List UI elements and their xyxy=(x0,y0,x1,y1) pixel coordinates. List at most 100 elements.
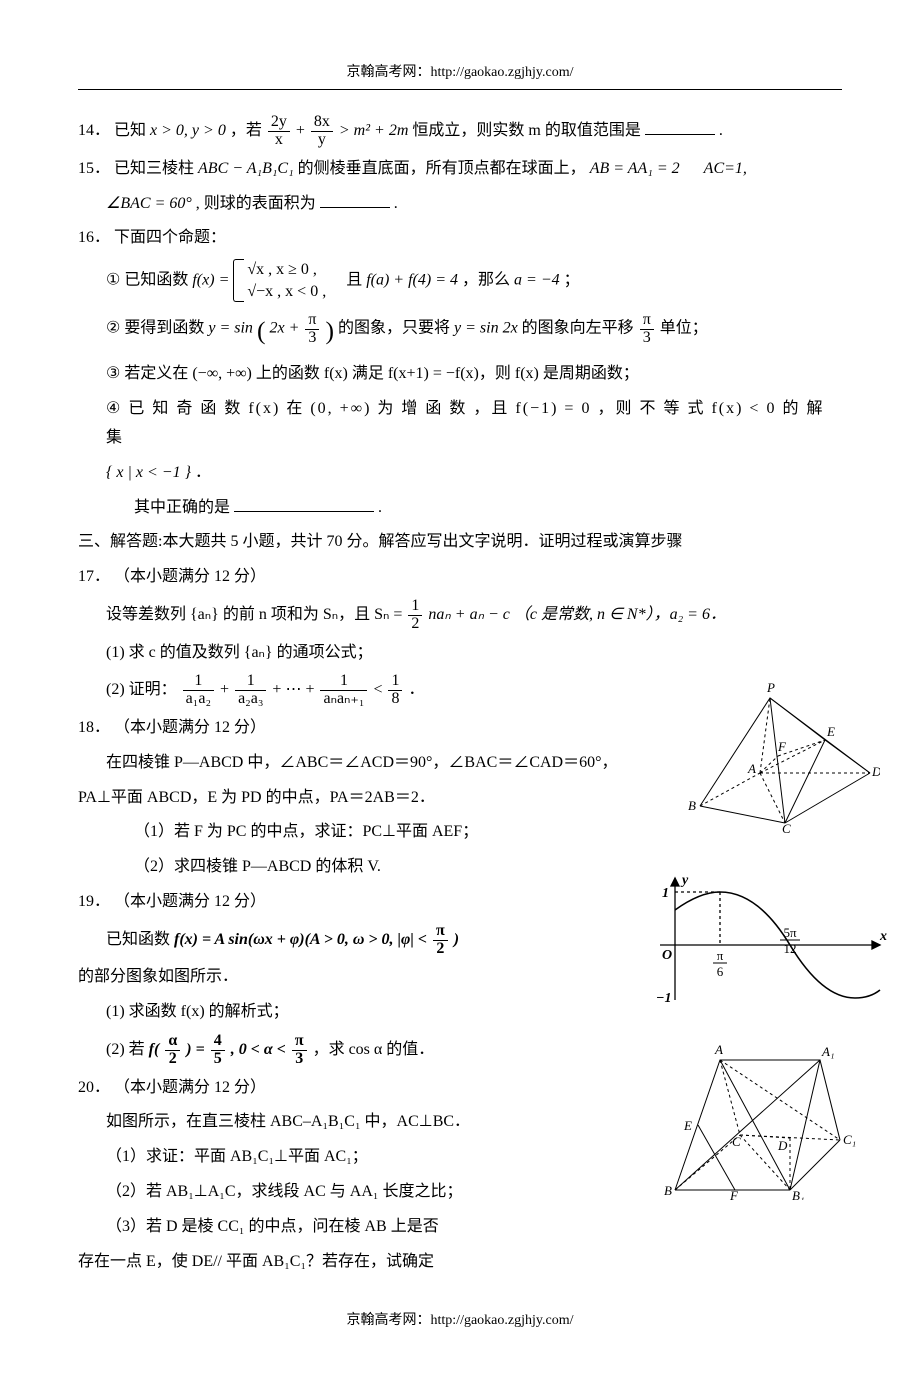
q19sa: 已知函数 xyxy=(106,931,174,948)
sine-t1n: π xyxy=(717,948,724,963)
q15-ab: AB = AA₁ = 2 xyxy=(590,160,680,177)
rparen-icon: ) xyxy=(325,316,334,345)
footer-text: 京翰高考网：http://gaokao.zgjhjy.com/ xyxy=(347,1313,574,1328)
pyramid-label-A: A xyxy=(747,761,756,776)
section3-title: 三、解答题:本大题共 5 小题，共计 70 分。解答应写出文字说明．证明过程或演… xyxy=(78,528,842,557)
q17plus1: + xyxy=(220,681,233,698)
q19l2: 的部分图象如图所示． xyxy=(78,968,238,985)
pyramid-label-B: B xyxy=(688,798,696,813)
prism-D: D xyxy=(777,1138,788,1153)
q18p1: （1）若 F 为 PC 的中点，求证：PC⊥平面 AEF； xyxy=(134,823,478,840)
q19p2b: ，求 cos α 的值． xyxy=(313,1041,435,1058)
q16-p1-c: ，那么 xyxy=(462,271,514,288)
q16-cases: √x , x ≥ 0 , √−x , x < 0 , xyxy=(233,259,326,302)
q17f2n: 1 xyxy=(235,673,266,691)
sec3-text: 三、解答题:本大题共 5 小题，共计 70 分。解答应写出文字说明．证明过程或演… xyxy=(78,533,682,550)
prism-A: A xyxy=(714,1042,723,1057)
q17bn: 1 xyxy=(388,673,402,691)
q19vn: 4 xyxy=(211,1033,225,1051)
sine-label-x: x xyxy=(879,929,887,944)
sine-label-O: O xyxy=(662,948,672,963)
q17-fk: 1aₙaₙ₊₁ xyxy=(318,673,369,708)
q17f1n: 1 xyxy=(183,673,214,691)
q15-a: 已知三棱柱 xyxy=(114,160,198,177)
q16-p4: ④ 已 知 奇 函 数 f(x) 在 (0, +∞) 为 增 函 数 ，且 f(… xyxy=(78,395,842,453)
q16-p3-a: 若定义在 (−∞, +∞) 上的函数 f(x) 满足 f(x+1) = −f(x… xyxy=(124,365,639,382)
q17-p2a: (2) 证明： xyxy=(106,681,177,698)
page-header: 京翰高考网：http://gaokao.zgjhjy.com/ xyxy=(78,60,842,85)
q16-case1: √x , x ≥ 0 , xyxy=(247,259,326,281)
q19fhc: ) = xyxy=(186,1041,208,1058)
sine-label-y: y xyxy=(680,873,689,888)
page: 京翰高考网：http://gaokao.zgjhjy.com/ 14． 已知 x… xyxy=(0,0,920,1374)
q16-p1-b: 且 xyxy=(330,271,366,288)
q16-p2-frac2-n: π xyxy=(640,312,654,330)
q19pd: 2 xyxy=(433,941,448,958)
pyramid-label-C: C xyxy=(782,821,791,833)
q16-p1-d: ； xyxy=(564,271,580,288)
q19cond: , 0 < α < xyxy=(231,1041,290,1058)
q15-prism: ABC − A₁B₁C₁ xyxy=(198,160,294,177)
q14-b: ，若 xyxy=(230,122,266,139)
q20stem: 如图所示，在直三棱柱 ABC–A₁B₁C₁ 中，AC⊥BC． xyxy=(106,1113,470,1130)
sine-t2n: 5π xyxy=(783,925,797,940)
figure-prism: A A₁ B B₁ C C₁ D E F xyxy=(650,1040,860,1200)
q14: 14． 已知 x > 0, y > 0 ，若 2yx + 8xy > m² + … xyxy=(78,114,842,149)
q18stem: 在四棱锥 P—ABCD 中，∠ABC＝∠ACD＝90°，∠BAC＝∠CAD＝60… xyxy=(106,754,618,771)
q15-b: 的侧棱垂直底面，所有顶点都在球面上， xyxy=(298,160,586,177)
q15-angle: ∠BAC = 60° xyxy=(106,195,192,212)
q14-blank xyxy=(645,118,715,135)
q16-p4-a: 已 知 奇 函 数 f(x) 在 (0, +∞) 为 增 函 数 ，且 f(−1… xyxy=(106,400,824,446)
q14-num: 14． xyxy=(78,122,110,139)
q17-sb: naₙ + aₙ − c （c 是常数, n ∈ N*），a₂ = 6． xyxy=(428,606,726,623)
q19bd: 3 xyxy=(292,1051,307,1068)
q16-case2: √−x , x < 0 , xyxy=(247,281,326,303)
q15-num: 15． xyxy=(78,160,110,177)
q17-fr-d: 2 xyxy=(408,616,422,633)
q17-bound: 18 xyxy=(386,673,404,708)
q16-p2-d: 单位； xyxy=(660,320,708,337)
lparen-icon: ( xyxy=(257,316,266,345)
q20-p3: （3）若 D 是棱 CC₁ 的中点，问在棱 AB 上是否 xyxy=(78,1213,842,1242)
q19-head: （本小题满分 12 分） xyxy=(114,893,266,910)
q16-num: 16． xyxy=(78,229,110,246)
page-footer: 京翰高考网：http://gaokao.zgjhjy.com/ xyxy=(78,1308,842,1333)
prism-B: B xyxy=(664,1183,672,1198)
q16-ans-label: 其中正确的是 xyxy=(134,499,230,516)
q18-head: （本小题满分 12 分） xyxy=(114,719,266,736)
q19-num: 19． xyxy=(78,893,110,910)
q20-num: 20． xyxy=(78,1079,110,1096)
q16-p2-g: y = sin 2x xyxy=(454,320,518,337)
q19-val: 45 xyxy=(209,1033,227,1068)
q19an: α xyxy=(165,1033,180,1051)
q17f2d: a₂a₃ xyxy=(235,691,266,708)
q17-p1-t: (1) 求 c 的值及数列 {aₙ} 的通项公式； xyxy=(106,644,373,661)
prism-A1: A₁ xyxy=(821,1044,834,1059)
q15-tail: . xyxy=(394,195,398,212)
sine-t1d: 6 xyxy=(717,964,724,979)
q17-p1: (1) 求 c 的值及数列 {aₙ} 的通项公式； xyxy=(78,639,842,668)
q19pn: π xyxy=(433,923,448,941)
pyramid-label-D: D xyxy=(871,764,880,779)
sine-label-neg1: −1 xyxy=(656,991,671,1006)
q17plus2: + ⋯ + xyxy=(272,681,318,698)
q20-l2: 存在一点 E，使 DE// 平面 AB₁C₁？若存在，试确定 xyxy=(78,1248,842,1277)
q15-line2: ∠BAC = 60° , 则球的表面积为 . xyxy=(78,190,842,219)
q14-tail: . xyxy=(719,122,723,139)
q16-p2-fn: y = sin xyxy=(208,320,253,337)
q16-p4-b: ． xyxy=(195,464,211,481)
q16-p4-set: { x | x < −1 } ． xyxy=(78,459,842,488)
figure-pyramid: P A B C D E F xyxy=(660,678,880,833)
q17-stem: 设等差数列 {aₙ} 的前 n 项和为 Sₙ，且 Sₙ = 12 naₙ + a… xyxy=(78,598,842,633)
pyramid-label-P: P xyxy=(766,680,775,695)
q19fx: f(x) = A sin(ωx + φ)(A > 0, ω > 0, |φ| < xyxy=(174,931,431,948)
q17-sa: 设等差数列 {aₙ} 的前 n 项和为 Sₙ，且 Sₙ = xyxy=(106,606,406,623)
q19vd: 5 xyxy=(211,1051,225,1068)
q17: 17． （本小题满分 12 分） xyxy=(78,563,842,592)
prism-F: F xyxy=(729,1188,739,1200)
pyramid-label-F: F xyxy=(777,739,787,754)
q14-frac1-den: x xyxy=(268,132,290,149)
q17f1d: a₁a₂ xyxy=(183,691,214,708)
q16-p2-a: 要得到函数 xyxy=(124,320,208,337)
q16-p4-label: ④ xyxy=(106,400,122,417)
